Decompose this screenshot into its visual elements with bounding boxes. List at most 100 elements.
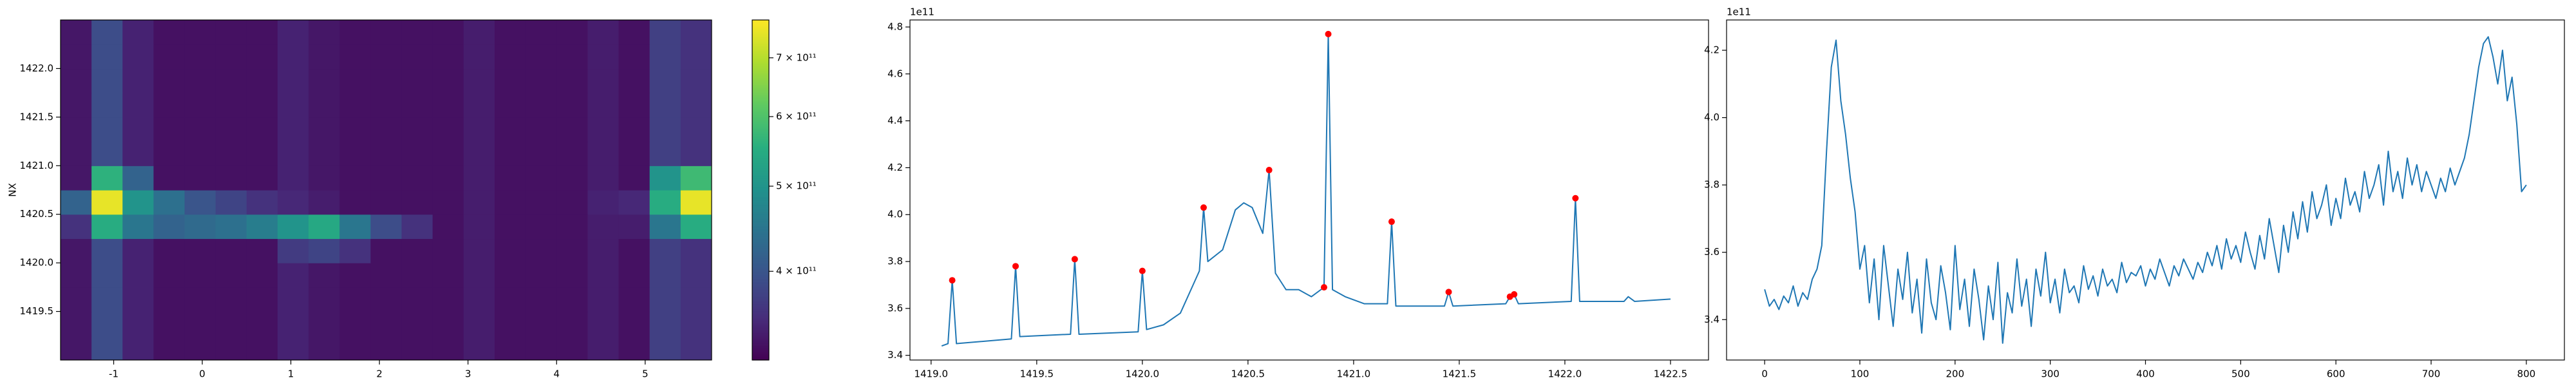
heatmap-cell xyxy=(61,311,92,336)
heatmap-cell xyxy=(215,190,247,215)
colorbar-swatch xyxy=(752,53,769,57)
colorbar-swatch xyxy=(752,146,769,148)
peak-marker xyxy=(1139,267,1146,274)
heatmap-cell xyxy=(61,93,92,118)
colorbar-swatch xyxy=(752,227,769,230)
heatmap-cell xyxy=(618,336,650,360)
colorbar-swatch xyxy=(752,138,769,142)
heatmap-cell xyxy=(91,214,123,240)
y-tick-label: 3.4 xyxy=(887,349,903,361)
peak-marker xyxy=(1511,291,1518,298)
colorbar-swatch xyxy=(752,26,769,29)
colorbar-swatch xyxy=(752,318,769,320)
colorbar-swatch xyxy=(752,147,769,150)
heatmap-cell xyxy=(680,117,712,142)
colorbar-swatch xyxy=(752,21,769,24)
heatmap-cell xyxy=(184,190,216,215)
heatmap-cell xyxy=(184,141,216,166)
heatmap-cell xyxy=(495,336,526,360)
colorbar-swatch xyxy=(752,154,769,157)
colorbar-swatch xyxy=(752,350,769,352)
heatmap-cell xyxy=(680,336,712,360)
colorbar-swatch xyxy=(752,294,769,296)
heatmap-cell xyxy=(308,336,340,360)
heatmap-cell xyxy=(649,214,681,240)
heatmap-cell xyxy=(495,44,526,70)
colorbar-swatch xyxy=(752,151,769,153)
colorbar-swatch xyxy=(752,334,769,337)
heatmap-cell xyxy=(91,117,123,142)
heatmap-cell xyxy=(649,117,681,142)
heatmap-cell xyxy=(184,20,216,45)
heatmap-cell xyxy=(339,68,372,93)
heatmap-cell xyxy=(432,238,464,263)
heatmap-cell xyxy=(649,44,681,70)
colorbar-swatch xyxy=(752,71,769,73)
y-tick-label: 1421.0 xyxy=(20,160,54,171)
heatmap-cell xyxy=(308,190,340,215)
heatmap-cell xyxy=(526,214,557,240)
colorbar-swatch xyxy=(752,261,769,264)
colorbar-tick-label: 4 × 10¹¹ xyxy=(776,265,817,277)
y-tick-label: 4.8 xyxy=(887,21,903,32)
colorbar-swatch xyxy=(752,198,769,201)
colorbar-swatch xyxy=(752,278,769,281)
colorbar-swatch xyxy=(752,90,769,92)
colorbar-swatch xyxy=(752,327,769,330)
heatmap-cell xyxy=(649,166,681,191)
heatmap-cell xyxy=(61,68,92,93)
colorbar-swatch xyxy=(752,223,769,227)
colorbar-swatch xyxy=(752,234,769,236)
heatmap-cell xyxy=(184,336,216,360)
colorbar-swatch xyxy=(752,290,769,292)
heatmap-cell xyxy=(184,44,216,70)
colorbar-swatch xyxy=(752,332,769,335)
colorbar-swatch xyxy=(752,24,769,28)
heatmap-cell xyxy=(278,93,309,118)
colorbar-swatch xyxy=(752,266,769,269)
colorbar-frame xyxy=(752,19,770,361)
heatmap-cell xyxy=(246,141,278,166)
heatmap-cell xyxy=(91,93,123,118)
heatmap-cell xyxy=(680,44,712,70)
colorbar-swatch xyxy=(752,215,769,218)
heatmap-cell xyxy=(618,117,650,142)
colorbar-swatch xyxy=(752,95,769,97)
colorbar-swatch xyxy=(752,178,769,180)
colorbar-swatch xyxy=(752,254,769,257)
colorbar-swatch xyxy=(752,307,769,310)
colorbar-swatch xyxy=(752,159,769,162)
heatmap-cell xyxy=(618,20,650,45)
colorbar-swatch xyxy=(752,196,769,199)
y-tick-label: 1422.0 xyxy=(20,62,54,74)
colorbar-swatch xyxy=(752,316,769,318)
plot-area xyxy=(1764,36,2527,344)
colorbar-swatch xyxy=(752,81,769,84)
peak-marker xyxy=(1265,167,1273,174)
data-line xyxy=(1764,36,2527,344)
heatmap-cell xyxy=(278,238,309,263)
colorbar-swatch xyxy=(752,212,769,214)
heatmap-cell xyxy=(432,311,464,336)
heatmap-cell xyxy=(91,141,123,166)
colorbar-swatch xyxy=(752,258,769,260)
heatmap-cell xyxy=(463,214,495,240)
colorbar-swatch xyxy=(752,322,769,325)
colorbar-swatch xyxy=(752,339,769,342)
colorbar-swatch xyxy=(752,128,769,131)
heatmap-cell xyxy=(153,20,185,45)
heatmap-cell xyxy=(495,263,526,288)
colorbar-swatch xyxy=(752,185,769,187)
colorbar-swatch xyxy=(752,106,769,109)
colorbar-swatch xyxy=(752,324,769,327)
colorbar-swatch xyxy=(752,39,769,41)
heatmap-cell xyxy=(495,166,526,191)
colorbar-swatch xyxy=(752,157,769,160)
heatmap-cell xyxy=(649,238,681,263)
colorbar-swatch xyxy=(752,341,769,344)
colorbar-swatch xyxy=(752,231,769,233)
colorbar-swatch xyxy=(752,205,769,207)
heatmap-cell xyxy=(370,93,402,118)
heatmap-cell xyxy=(526,287,557,312)
